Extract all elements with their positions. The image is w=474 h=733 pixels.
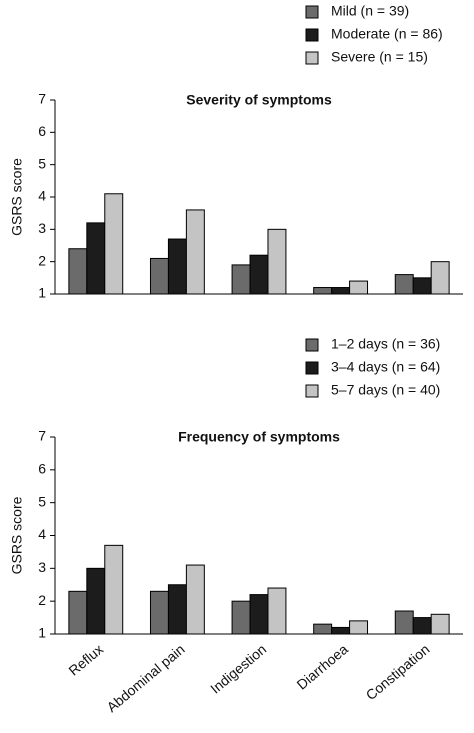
bar [86, 222, 106, 295]
legend-swatch [305, 51, 319, 65]
legend-label: 1–2 days (n = 36) [331, 336, 440, 352]
y-tick-label: 6 [38, 461, 46, 477]
legend-swatch [305, 338, 319, 352]
bar [149, 257, 169, 295]
bar [249, 254, 269, 295]
bar [394, 274, 414, 295]
bar [86, 567, 106, 635]
chart-title: Severity of symptoms [186, 92, 332, 108]
bar [430, 613, 450, 635]
bar [394, 610, 414, 635]
bar [167, 238, 187, 295]
y-tick-label: 5 [38, 155, 46, 171]
x-tick-label: Indigestion [207, 641, 269, 697]
bar [231, 600, 251, 635]
legend-swatch [305, 384, 319, 398]
x-tick-label: Reflux [65, 641, 106, 679]
bar [68, 248, 88, 295]
legend-swatch [305, 28, 319, 42]
bar [267, 228, 287, 295]
bar [313, 287, 333, 295]
y-tick-label: 2 [38, 592, 46, 608]
legend-swatch [305, 5, 319, 19]
bar [68, 590, 88, 635]
bar [331, 626, 351, 635]
x-tick-label: Constipation [363, 641, 433, 703]
y-tick-label: 3 [38, 559, 46, 575]
bar [167, 584, 187, 635]
y-axis-label: GSRS score [9, 158, 25, 236]
y-tick-label: 4 [38, 526, 46, 542]
y-tick-label: 2 [38, 252, 46, 268]
bar [104, 193, 124, 295]
bar [267, 587, 287, 635]
bar [331, 287, 351, 295]
y-axis-label: GSRS score [9, 496, 25, 574]
bar [412, 617, 432, 635]
legend-label: Moderate (n = 86) [331, 26, 443, 42]
bar [104, 544, 124, 635]
x-tick-label: Abdominal pain [103, 641, 187, 715]
legend-label: Mild (n = 39) [331, 3, 409, 19]
chart-title: Frequency of symptoms [178, 429, 340, 445]
bar [430, 261, 450, 295]
bar [349, 620, 369, 635]
y-tick-label: 3 [38, 220, 46, 236]
bar [412, 277, 432, 295]
bar [185, 564, 205, 635]
bar [149, 590, 169, 635]
y-tick-label: 4 [38, 188, 46, 204]
legend-label: 5–7 days (n = 40) [331, 382, 440, 398]
bar [313, 623, 333, 635]
y-tick-label: 7 [38, 428, 46, 444]
y-tick-label: 7 [38, 91, 46, 107]
bar [185, 209, 205, 295]
legend-label: 3–4 days (n = 64) [331, 359, 440, 375]
bar [349, 280, 369, 295]
legend-label: Severe (n = 15) [331, 49, 428, 65]
y-tick-label: 1 [38, 625, 46, 641]
bar [231, 264, 251, 295]
x-tick-label: Diarrhoea [294, 641, 352, 693]
legend-swatch [305, 361, 319, 375]
y-tick-label: 1 [38, 285, 46, 301]
bar [249, 594, 269, 635]
y-tick-label: 5 [38, 493, 46, 509]
y-tick-label: 6 [38, 123, 46, 139]
